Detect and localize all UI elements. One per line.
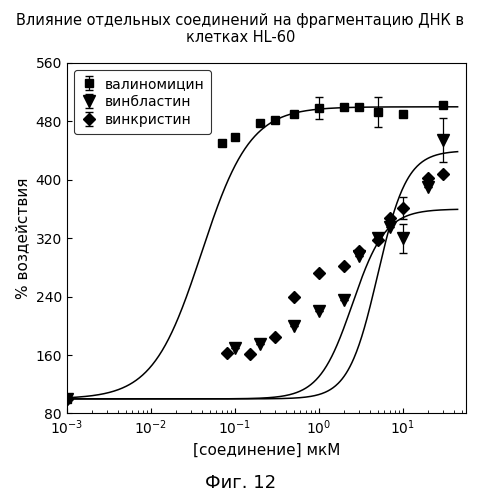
Text: Влияние отдельных соединений на фрагментацию ДНК в
клетках HL-60: Влияние отдельных соединений на фрагмент…: [16, 12, 464, 45]
X-axis label: [соединение] мкМ: [соединение] мкМ: [192, 442, 339, 458]
Legend: валиномицин, винбластин, винкристин: валиномицин, винбластин, винкристин: [74, 70, 211, 134]
Y-axis label: % воздействия: % воздействия: [15, 178, 30, 299]
Text: Фиг. 12: Фиг. 12: [204, 474, 276, 492]
